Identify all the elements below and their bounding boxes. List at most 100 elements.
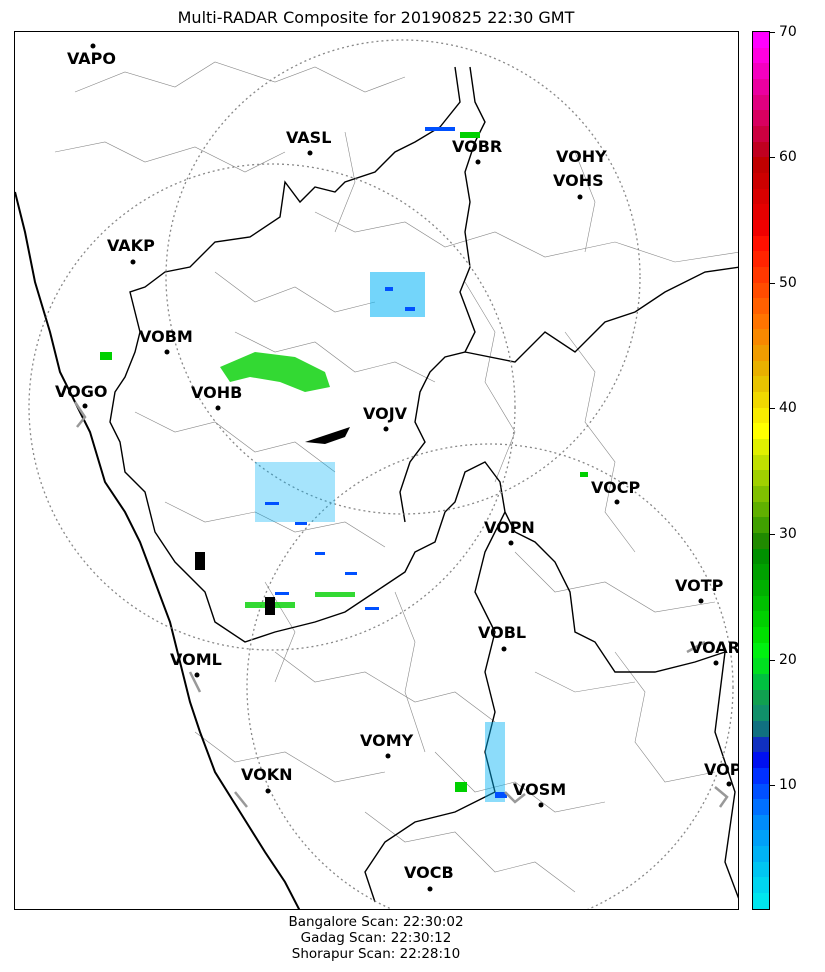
station-label-vokn: VOKN [241,765,293,784]
colorbar-segment [753,861,769,878]
colorbar-segment [753,846,769,862]
colorbar-segment [753,486,769,502]
station-label-votp: VOTP [675,576,724,595]
colorbar-segment [753,564,769,580]
colorbar-segment [753,814,769,831]
colorbar-segment [753,783,769,800]
colorbar-segment [753,752,769,768]
colorbar-segment [753,611,769,627]
colorbar-segment [753,720,769,737]
station-label-vocb: VOCB [404,863,454,882]
colorbar-segment [753,736,769,753]
dark-echoes [195,427,350,615]
colorbar [752,31,770,910]
colorbar-segment [753,799,769,815]
map-canvas: VAPO VASL VOBR VOHY VOHS VAKP VOBM VOGO … [15,39,739,909]
station-label-vasl: VASL [286,128,331,147]
colorbar-segment [753,689,769,706]
scan-line-bangalore: Bangalore Scan: 22:30:02 [288,914,464,930]
colorbar-segment [753,439,769,455]
precipitation-echoes [100,127,588,802]
colorbar-segment [753,673,769,690]
colorbar-segment [753,63,769,79]
colorbar-segment [753,345,769,361]
colorbar-segment [753,376,769,393]
station-label-vobl: VOBL [478,623,526,642]
colorbar-segment [753,501,769,518]
colorbar-segment [753,172,769,189]
colorbar-segment [753,470,769,487]
colorbar-segment [753,298,769,314]
colorbar-segment [753,642,769,659]
colorbar-tick-30: 30 [779,526,797,542]
station-labels: VAPO VASL VOBR VOHY VOHS VAKP VOBM VOGO … [55,49,739,882]
scan-info: Bangalore Scan: 22:30:02 Gadag Scan: 22:… [0,914,752,962]
colorbar-segment [753,767,769,784]
station-label-vopn: VOPN [484,518,535,537]
colorbar-segment [753,579,769,596]
station-label-vomy: VOMY [360,731,414,750]
colorbar-segment [753,157,769,173]
colorbar-segment [753,329,769,346]
colorbar-segment [753,658,769,674]
station-label-vopc: VOPC [704,760,739,779]
colorbar-segment [753,360,769,377]
colorbar-tick-40: 40 [779,400,797,416]
station-points [82,43,732,892]
colorbar-segment [753,282,769,299]
station-label-vohb: VOHB [191,383,242,402]
colorbar-segment [753,877,769,894]
colorbar-segment [753,266,769,283]
colorbar-tick-70: 70 [779,24,797,40]
station-label-vobm: VOBM [139,327,193,346]
colorbar-segment [753,251,769,267]
colorbar-segment [753,423,769,440]
station-label-vakp: VAKP [107,236,155,255]
colorbar-tick-10: 10 [779,777,797,793]
station-label-vapo: VAPO [67,49,116,68]
station-label-vocp: VOCP [591,478,640,497]
station-label-vohs: VOHS [553,171,604,190]
colorbar-segment [753,548,769,565]
coastline [15,191,301,909]
scan-line-shorapur: Shorapur Scan: 22:28:10 [291,946,461,962]
radar-map[interactable]: VAPO VASL VOBR VOHY VOHS VAKP VOBM VOGO … [14,31,739,910]
map-title: Multi-RADAR Composite for 20190825 22:30… [177,8,575,27]
scan-line-gadag: Gadag Scan: 22:30:12 [300,930,452,946]
station-label-vogo: VOGO [55,382,107,401]
colorbar-segment [753,595,769,612]
colorbar-segment [753,219,769,236]
colorbar-segment [753,705,769,721]
colorbar-segment [753,235,769,252]
state-boundary [109,66,726,673]
colorbar-segment [753,830,769,847]
colorbar-segment [753,533,769,549]
colorbar-segment [753,407,769,424]
colorbar-tick-20: 20 [779,652,797,668]
colorbar-tick-50: 50 [779,275,797,291]
station-label-vojv: VOJV [363,404,408,423]
colorbar-segment [753,188,769,205]
colorbar-segment [753,94,769,111]
station-label-vobr: VOBR [452,137,502,156]
colorbar-segment [753,893,769,909]
station-label-voar: VOAR [690,638,739,657]
station-markers [73,401,729,808]
colorbar-segment [753,47,769,64]
colorbar-segment [753,110,769,126]
colorbar-segment [753,626,769,643]
colorbar-segment [753,32,769,48]
radar-range-rings [28,39,734,909]
colorbar-segment [753,313,769,330]
station-label-vohy: VOHY [556,147,607,166]
colorbar-segment [753,141,769,158]
district-boundaries [54,61,738,893]
colorbar-segment [753,392,769,408]
colorbar-segment [753,125,769,142]
station-label-vosm: VOSM [513,780,566,799]
colorbar-segment [753,78,769,95]
colorbar-segment [753,454,769,471]
colorbar-segment [753,517,769,533]
colorbar-tick-60: 60 [779,149,797,165]
station-label-voml: VOML [170,650,222,669]
